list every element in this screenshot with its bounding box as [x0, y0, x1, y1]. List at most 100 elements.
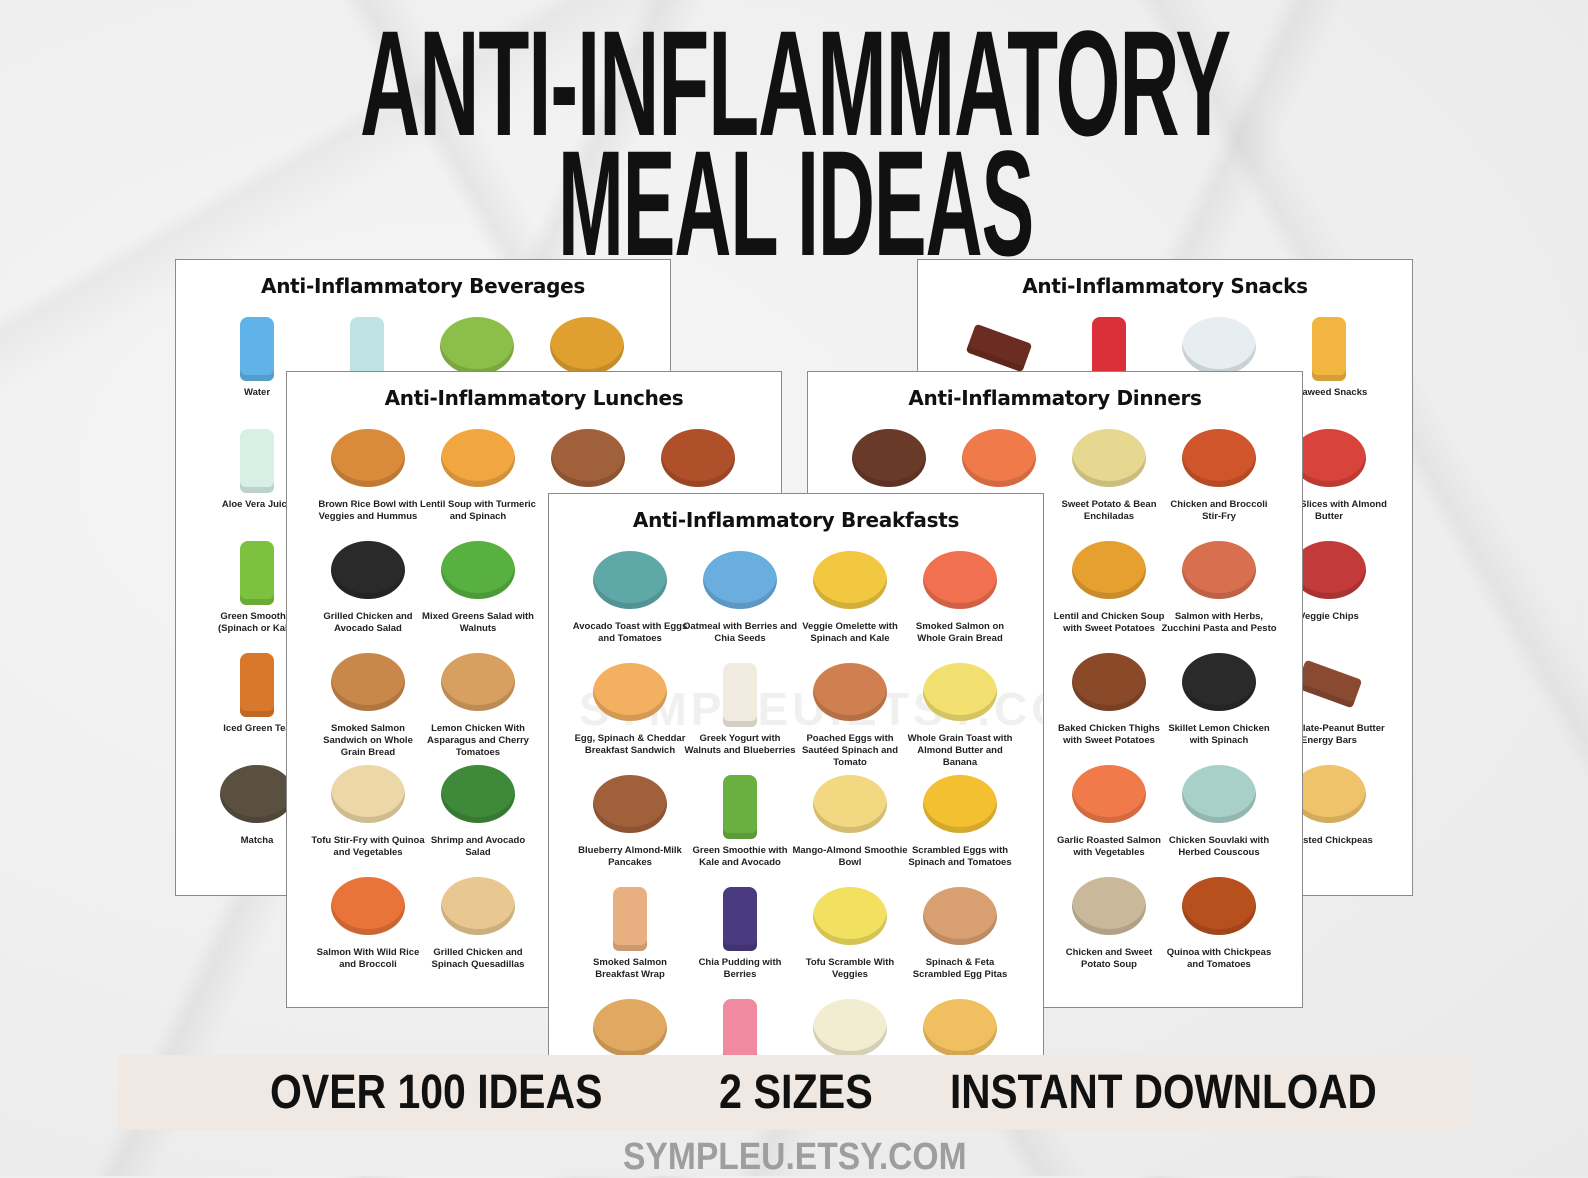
feature-sizes: 2 SIZES [719, 1066, 873, 1119]
meal-item: Chia Pudding with Berries [686, 885, 794, 997]
meal-item: Salmon With Wild Rice and Broccoli [314, 875, 422, 987]
meal-item: Smoked Salmon on Whole Grain Bread [906, 549, 1014, 661]
breakfasts-page: SYMPLEU.ETSY.COM Anti-Inflammatory Break… [548, 493, 1044, 1058]
meal-item: Lentil and Chicken Soup with Sweet Potat… [1054, 539, 1164, 651]
meal-item [313, 315, 421, 427]
meal-item: Apple Slices with Almond Butter [1271, 427, 1387, 539]
meal-item: Chicken Souvlaki with Herbed Couscous [1165, 763, 1273, 875]
food-illustration-icon [350, 317, 384, 381]
food-illustration-icon [441, 429, 515, 487]
meal-item: Garlic Roasted Salmon with Vegetables [1055, 763, 1163, 875]
meal-item [533, 315, 641, 427]
food-illustration-icon [813, 887, 887, 945]
main-title-line-2: MEAL IDEAS [557, 119, 1034, 287]
main-title-line-1: ANTI-INFLAMMATORY [360, 0, 1231, 167]
food-illustration-icon [440, 317, 514, 375]
meal-label: Blueberry Almond-Milk Pancakes [578, 845, 682, 868]
food-illustration-icon [441, 541, 515, 599]
meal-label: Brown Rice Bowl with Veggies and Hummus [318, 499, 418, 522]
food-illustration-icon [1072, 541, 1146, 599]
food-illustration-icon [613, 887, 647, 951]
meal-label: Quinoa with Chickpeas and Tomatoes [1166, 947, 1272, 970]
food-illustration-icon [703, 551, 777, 609]
meal-item: Skillet Lemon Chicken with Spinach [1165, 651, 1273, 763]
meal-label: Roasted Chickpeas [1285, 835, 1373, 846]
meal-item: Green Smoothie (Spinach or Kale) [203, 539, 311, 651]
meal-item: Tofu Stir-Fry with Quinoa and Vegetables [311, 763, 425, 875]
meal-label: Green Smoothie with Kale and Avocado [692, 845, 788, 868]
food-illustration-icon [1292, 541, 1366, 599]
food-illustration-icon [923, 887, 997, 945]
food-illustration-icon [331, 429, 405, 487]
meal-item: Chicken and Broccoli Stir-Fry [1165, 427, 1273, 539]
food-illustration-icon [331, 653, 405, 711]
meal-item: Grilled Chicken and Spinach Quesadillas [424, 875, 532, 987]
meal-label: Egg, Spinach & Cheddar Breakfast Sandwic… [574, 733, 686, 756]
meal-label: Scrambled Eggs with Spinach and Tomatoes [908, 845, 1012, 868]
food-illustration-icon [441, 653, 515, 711]
food-illustration-icon [661, 429, 735, 487]
food-illustration-icon [1182, 317, 1256, 375]
food-illustration-icon [813, 663, 887, 721]
meal-item: Quinoa with Chickpeas and Tomatoes [1165, 875, 1273, 987]
food-illustration-icon [551, 429, 625, 487]
food-illustration-icon [923, 663, 997, 721]
meal-item: Sweet Potato & Bean Enchiladas [1055, 427, 1163, 539]
meal-item: Veggie Omelette with Spinach and Kale [796, 549, 904, 661]
feature-ideas-count: OVER 100 IDEAS [270, 1066, 603, 1119]
page-title: Anti-Inflammatory Breakfasts [632, 508, 960, 532]
meal-label: Smoked Salmon on Whole Grain Bread [915, 621, 1005, 644]
food-illustration-icon [1292, 429, 1366, 487]
food-illustration-icon [723, 887, 757, 951]
meal-item [906, 997, 1014, 1057]
meal-item: Smoked Salmon Breakfast Wrap [576, 885, 684, 997]
meal-label: Sweet Potato & Bean Enchiladas [1061, 499, 1157, 522]
food-illustration-icon [813, 551, 887, 609]
page-title: Anti-Inflammatory Lunches [384, 386, 684, 410]
meal-item: Lemon Chicken With Asparagus and Cherry … [424, 651, 532, 763]
meal-label: Mango-Almond Smoothie Bowl [792, 845, 908, 868]
food-illustration-icon [723, 663, 757, 727]
meal-label: Poached Eggs with Sautéed Spinach and To… [801, 733, 899, 768]
food-illustration-icon [1092, 317, 1126, 381]
food-illustration-icon [923, 775, 997, 833]
food-illustration-icon [1072, 765, 1146, 823]
meal-item: Scrambled Eggs with Spinach and Tomatoes [906, 773, 1014, 885]
food-illustration-icon [1072, 653, 1146, 711]
meal-label: Water [243, 387, 271, 398]
meal-item [423, 315, 531, 427]
feature-instant-download: INSTANT DOWNLOAD [950, 1066, 1377, 1119]
meal-label: Green Smoothie (Spinach or Kale) [217, 611, 297, 634]
meal-label: Tofu Scramble With Veggies [805, 957, 895, 980]
food-illustration-icon [1292, 765, 1366, 823]
meal-label: Chicken and Sweet Potato Soup [1065, 947, 1153, 970]
meal-label: Chicken and Broccoli Stir-Fry [1170, 499, 1268, 522]
meal-item: Veggie Chips [1275, 539, 1383, 651]
meal-label: Whole Grain Toast with Almond Butter and… [907, 733, 1013, 768]
meal-label: Salmon with Herbs, Zucchini Pasta and Pe… [1161, 611, 1277, 634]
food-illustration-icon [813, 775, 887, 833]
meal-label: Lentil and Chicken Soup with Sweet Potat… [1053, 611, 1165, 634]
food-illustration-icon [240, 429, 274, 493]
food-illustration-icon [240, 541, 274, 605]
meal-label: Oatmeal with Berries and Chia Seeds [682, 621, 798, 644]
food-illustration-icon [593, 663, 667, 721]
meal-label: Lentil Soup with Turmeric and Spinach [420, 499, 536, 522]
food-illustration-icon [240, 653, 274, 717]
meal-label: Shrimp and Avocado Salad [430, 835, 526, 858]
food-illustration-icon [723, 999, 757, 1057]
meal-label: Chocolate-Peanut Butter Energy Bars [1273, 723, 1385, 746]
meal-item: Spinach & Feta Scrambled Egg Pitas [906, 885, 1014, 997]
meal-label: Garlic Roasted Salmon with Vegetables [1056, 835, 1161, 858]
meal-label: Seaweed Snacks [1290, 387, 1368, 398]
meal-item: Aloe Vera Juice [203, 427, 311, 539]
meal-item: Oatmeal with Berries and Chia Seeds [683, 549, 797, 661]
meal-item: Blueberry Almond-Milk Pancakes [576, 773, 684, 885]
food-illustration-icon [1295, 659, 1363, 709]
meal-label: Grilled Chicken and Spinach Quesadillas [431, 947, 525, 970]
food-illustration-icon [331, 765, 405, 823]
meal-item [945, 427, 1053, 539]
meal-item: Greek Yogurt with Walnuts and Blueberrie… [684, 661, 796, 773]
meal-item: Roasted Chickpeas [1275, 763, 1383, 875]
meal-item: Poached Eggs with Sautéed Spinach and To… [796, 661, 904, 773]
